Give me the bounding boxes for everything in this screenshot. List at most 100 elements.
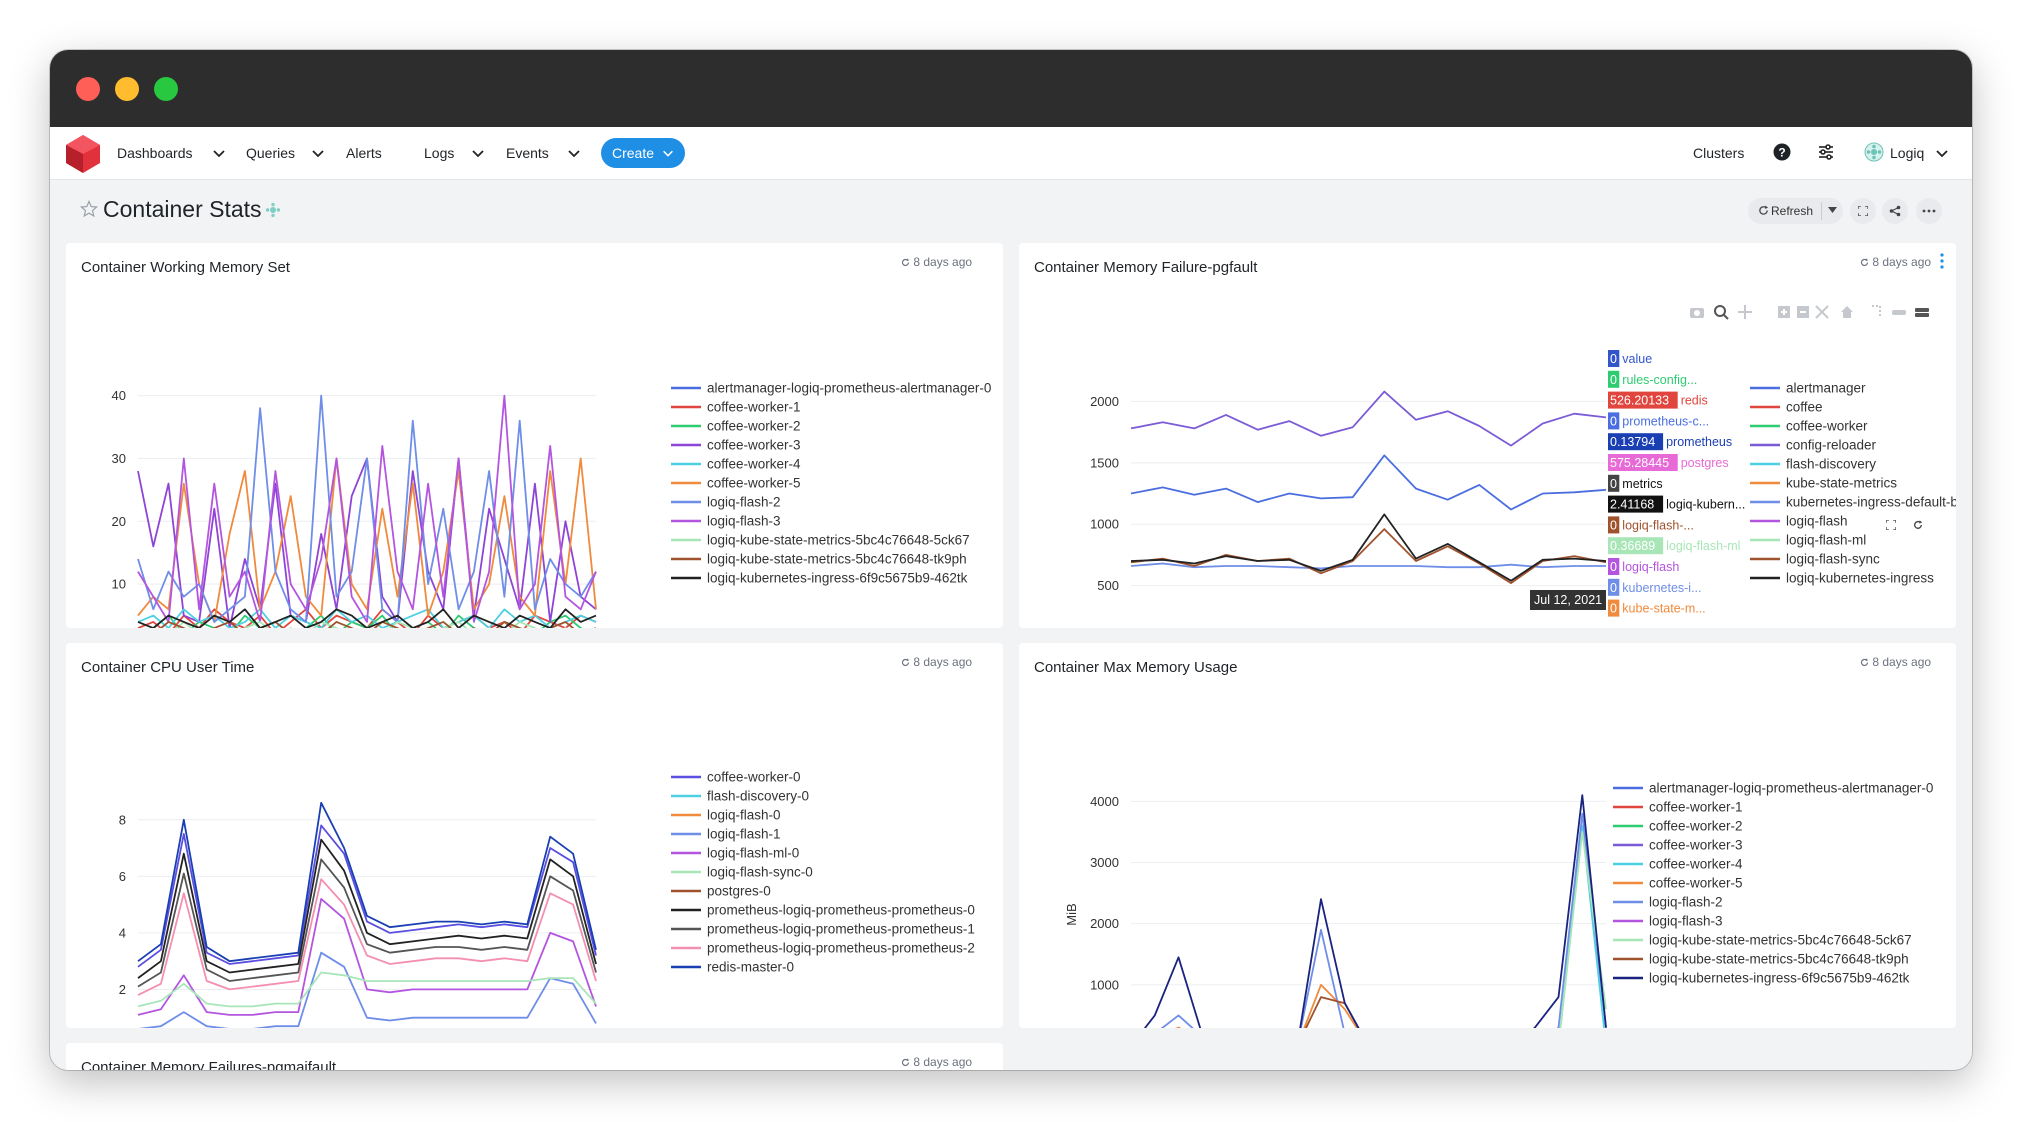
logiq-logo[interactable]: [66, 135, 100, 173]
y-tick-label: 2000: [1090, 394, 1119, 409]
top-navbar: Dashboards Queries Alerts Logs Events Cr…: [50, 127, 1972, 180]
tooltip-value: 0: [1610, 581, 1617, 595]
y-tick-label: 4: [119, 925, 126, 940]
chart-memory-failure-pgfault[interactable]: 050010001500200012:3012:4513:0013:1513:3…: [1019, 243, 1956, 628]
question-circle-icon[interactable]: ?: [1773, 143, 1791, 161]
y-tick-label: 10: [112, 577, 126, 592]
panel-updated-time: 8 days ago: [1860, 255, 1931, 269]
tooltip-value: 0: [1610, 352, 1617, 366]
maximize-window-button[interactable]: [154, 77, 178, 101]
tooltip-label: prometheus: [1666, 435, 1732, 449]
minimize-window-button[interactable]: [115, 77, 139, 101]
tooltip-value: 575.28445: [1610, 456, 1669, 470]
series-line: [1305, 996, 1360, 1028]
legend-label: config-reloader: [1786, 438, 1877, 453]
y-tick-label: 3000: [1090, 855, 1119, 870]
kebab-menu-icon[interactable]: [1940, 253, 1944, 269]
tooltip-label: metrics: [1622, 477, 1662, 491]
refresh-icon[interactable]: [1913, 520, 1923, 530]
user-avatar-icon[interactable]: [1864, 142, 1884, 162]
zoom-out-icon[interactable]: [1797, 306, 1809, 318]
series-line: [1130, 513, 1607, 582]
refresh-button[interactable]: Refresh: [1748, 198, 1843, 224]
autoscale-icon[interactable]: [1815, 305, 1829, 319]
nav-events[interactable]: Events: [506, 145, 549, 161]
legend-label: kube-state-metrics: [1786, 476, 1897, 491]
zoom-in-icon[interactable]: [1778, 306, 1790, 318]
share-icon: [1889, 205, 1901, 217]
refresh-icon: [901, 258, 910, 266]
legend-label: coffee-worker-2: [707, 419, 801, 434]
close-window-button[interactable]: [76, 77, 100, 101]
compare-hover-icon[interactable]: [1892, 310, 1906, 315]
series-line: [137, 394, 597, 623]
fullscreen-icon[interactable]: [1886, 520, 1896, 530]
nav-logs[interactable]: Logs: [424, 145, 455, 161]
nav-dashboards[interactable]: Dashboards: [117, 145, 193, 161]
nav-alerts[interactable]: Alerts: [346, 145, 382, 161]
closest-hover-icon[interactable]: [1915, 308, 1929, 317]
tooltip-value: 0: [1610, 373, 1617, 387]
caret-down-icon[interactable]: [1828, 207, 1837, 214]
legend-label: alertmanager-logiq-prometheus-alertmanag…: [1649, 781, 1933, 796]
tooltip-label: logiq-kubern...: [1666, 498, 1745, 512]
legend-label: logiq-kubernetes-ingress-6f9c5675b9-462t…: [707, 571, 968, 586]
nav-queries[interactable]: Queries: [246, 145, 296, 161]
panel-title: Container CPU User Time: [81, 659, 255, 676]
more-options-button[interactable]: [1916, 198, 1942, 224]
svg-text:?: ?: [1778, 146, 1785, 160]
user-menu-label[interactable]: Logiq: [1890, 145, 1925, 161]
series-line: [138, 951, 597, 1028]
updated-label: 8 days ago: [1872, 655, 1932, 669]
panel-working-memory-set: Container Working Memory Set 8 days ago …: [66, 243, 1003, 628]
legend-label: flash-discovery: [1786, 457, 1876, 472]
spike-lines-icon[interactable]: [1872, 305, 1881, 318]
series-line: [1559, 824, 1605, 1028]
chevron-down-icon[interactable]: [310, 145, 326, 161]
tooltip-value: 526.20133: [1610, 394, 1669, 408]
tooltip-value-box: [1608, 433, 1664, 451]
legend-label: logiq-kube-state-metrics-5bc4c76648-tk9p…: [707, 552, 967, 567]
series-line: [137, 971, 597, 1008]
browser-window: Dashboards Queries Alerts Logs Events Cr…: [50, 50, 1972, 1070]
chevron-down-icon[interactable]: [1934, 145, 1950, 161]
updated-label: 8 days ago: [913, 255, 973, 269]
zoom-icon[interactable]: [1714, 305, 1729, 320]
tooltip-label: kube-state-m...: [1622, 602, 1705, 616]
legend-label: coffee-worker-4: [707, 457, 801, 472]
tooltip-label: rules-config...: [1622, 373, 1697, 387]
chart-working-memory-set[interactable]: 01020304012:3013:0013:3014:0014:30Jul 12…: [66, 243, 1003, 628]
tooltip-time-box: [1530, 590, 1606, 610]
legend-label: coffee-worker-3: [707, 438, 801, 453]
tag-icon[interactable]: [265, 202, 281, 218]
star-icon[interactable]: [80, 200, 98, 218]
chevron-down-icon[interactable]: [470, 145, 486, 161]
tooltip-value-box: [1608, 391, 1678, 409]
fullscreen-icon: [1858, 206, 1868, 216]
sliders-icon[interactable]: [1817, 143, 1835, 161]
series-line: [137, 824, 597, 968]
pan-icon[interactable]: [1738, 305, 1752, 319]
create-button[interactable]: Create: [601, 138, 685, 168]
legend-label: logiq-kube-state-metrics-5bc4c76648-5ck6…: [1649, 933, 1912, 948]
share-button[interactable]: [1882, 198, 1908, 224]
camera-icon[interactable]: [1690, 308, 1704, 318]
tooltip-value-box: [1608, 412, 1620, 430]
y-tick-label: 30: [112, 451, 126, 466]
chart-cpu-user-time[interactable]: 0246812:3013:0013:3014:0014:30Jul 12, 20…: [66, 643, 1003, 1028]
panel-max-memory-usage: Container Max Memory Usage 8 days ago 01…: [1019, 643, 1956, 1028]
tooltip-value-box: [1608, 474, 1620, 492]
legend-label: flash-discovery-0: [707, 789, 809, 804]
refresh-icon: [901, 1058, 910, 1066]
y-tick-label: 8: [119, 812, 126, 827]
legend-label: kubernetes-ingress-default-backend: [1786, 495, 1956, 510]
series-line: [1130, 562, 1606, 570]
y-tick-label: 500: [1097, 578, 1119, 593]
reset-axes-icon[interactable]: [1841, 306, 1853, 318]
fullscreen-button[interactable]: [1850, 198, 1876, 224]
chevron-down-icon[interactable]: [211, 145, 227, 161]
nav-clusters[interactable]: Clusters: [1693, 145, 1745, 161]
chart-max-memory-usage[interactable]: 0100020003000400012:3013:0013:3014:0014:…: [1019, 643, 1956, 1028]
chevron-down-icon[interactable]: [566, 145, 582, 161]
panel-title: Container Max Memory Usage: [1034, 659, 1238, 676]
